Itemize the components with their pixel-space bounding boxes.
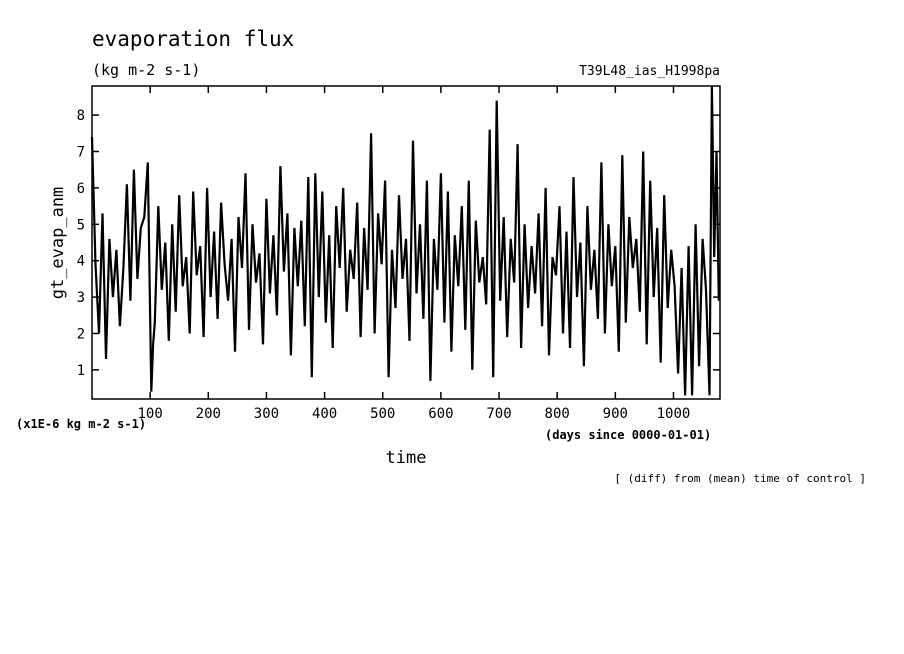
x-tick-group: 100 200 300 400 500 600 700 800 900 1000 xyxy=(137,86,690,422)
y-tick-label: 7 xyxy=(77,145,85,161)
y-tick-label: 4 xyxy=(77,254,85,270)
scale-note: (x1E-6 kg m-2 s-1) xyxy=(16,417,146,431)
x-tick-label: 400 xyxy=(312,406,337,422)
chart-title: evaporation flux xyxy=(92,27,294,51)
x-tick-label: 200 xyxy=(196,406,221,422)
series-line-gt-evap-anm xyxy=(90,85,720,396)
series-layer xyxy=(90,85,720,396)
x-tick-label: 300 xyxy=(254,406,279,422)
x-tick-label: 900 xyxy=(603,406,628,422)
x-tick-label: 700 xyxy=(486,406,511,422)
y-tick-label: 1 xyxy=(77,363,85,379)
y-tick-label: 2 xyxy=(77,326,85,342)
footnote: [ (diff) from (mean) time of control ] xyxy=(614,472,866,485)
x-tick-label: 100 xyxy=(137,406,162,422)
units-label: (kg m-2 s-1) xyxy=(92,61,200,79)
x-axis-title: time xyxy=(386,448,427,468)
x-tick-label: 800 xyxy=(545,406,570,422)
y-tick-label: 8 xyxy=(77,108,85,124)
y-tick-label: 6 xyxy=(77,181,85,197)
x-tick-label: 1000 xyxy=(657,406,691,422)
run-id-label: T39L48_ias_H1998pa xyxy=(579,64,720,79)
x-tick-label: 500 xyxy=(370,406,395,422)
y-tick-label: 5 xyxy=(77,217,85,233)
plot-frame xyxy=(91,85,721,400)
time-units-label: (days since 0000-01-01) xyxy=(545,428,711,442)
y-tick-label: 3 xyxy=(77,290,85,306)
x-tick-label: 600 xyxy=(428,406,453,422)
y-axis-title: gt_evap_anm xyxy=(48,187,68,300)
y-axis-title-group: gt_evap_anm xyxy=(48,187,68,300)
